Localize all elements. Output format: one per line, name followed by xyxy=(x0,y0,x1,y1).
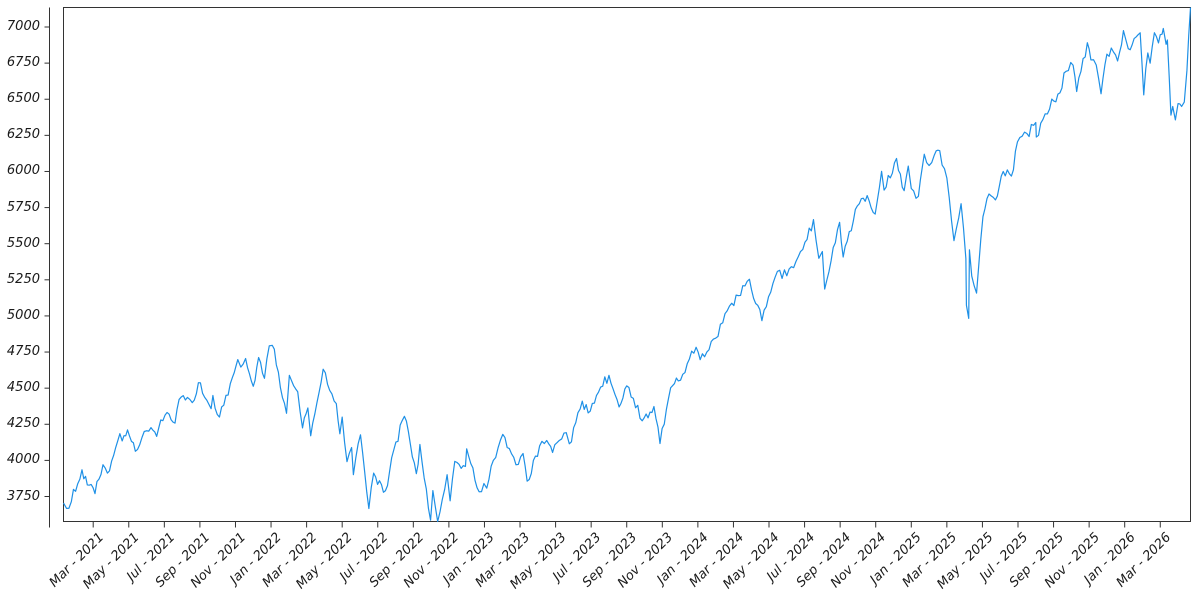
price-line xyxy=(62,7,1192,523)
y-tick-label: 4500 xyxy=(6,380,40,396)
y-tick-label: 7000 xyxy=(6,19,40,34)
y-tick-label: 6000 xyxy=(6,163,40,179)
y-tick-label: 4250 xyxy=(6,416,40,432)
y-tick-label: 3750 xyxy=(6,488,40,504)
y-tick-label: 6500 xyxy=(6,91,40,107)
y-tick-label: 4000 xyxy=(6,452,40,468)
plot-frame xyxy=(63,7,1191,522)
y-tick-label: 5500 xyxy=(6,235,40,251)
y-tick-label: 5750 xyxy=(6,199,40,215)
y-tick-label: 4750 xyxy=(6,344,40,360)
y-tick-label: 5250 xyxy=(6,271,40,287)
y-tick-label: 5000 xyxy=(6,307,40,323)
y-tick-label: 6750 xyxy=(6,55,40,71)
y-tick-label: 6250 xyxy=(6,127,40,143)
